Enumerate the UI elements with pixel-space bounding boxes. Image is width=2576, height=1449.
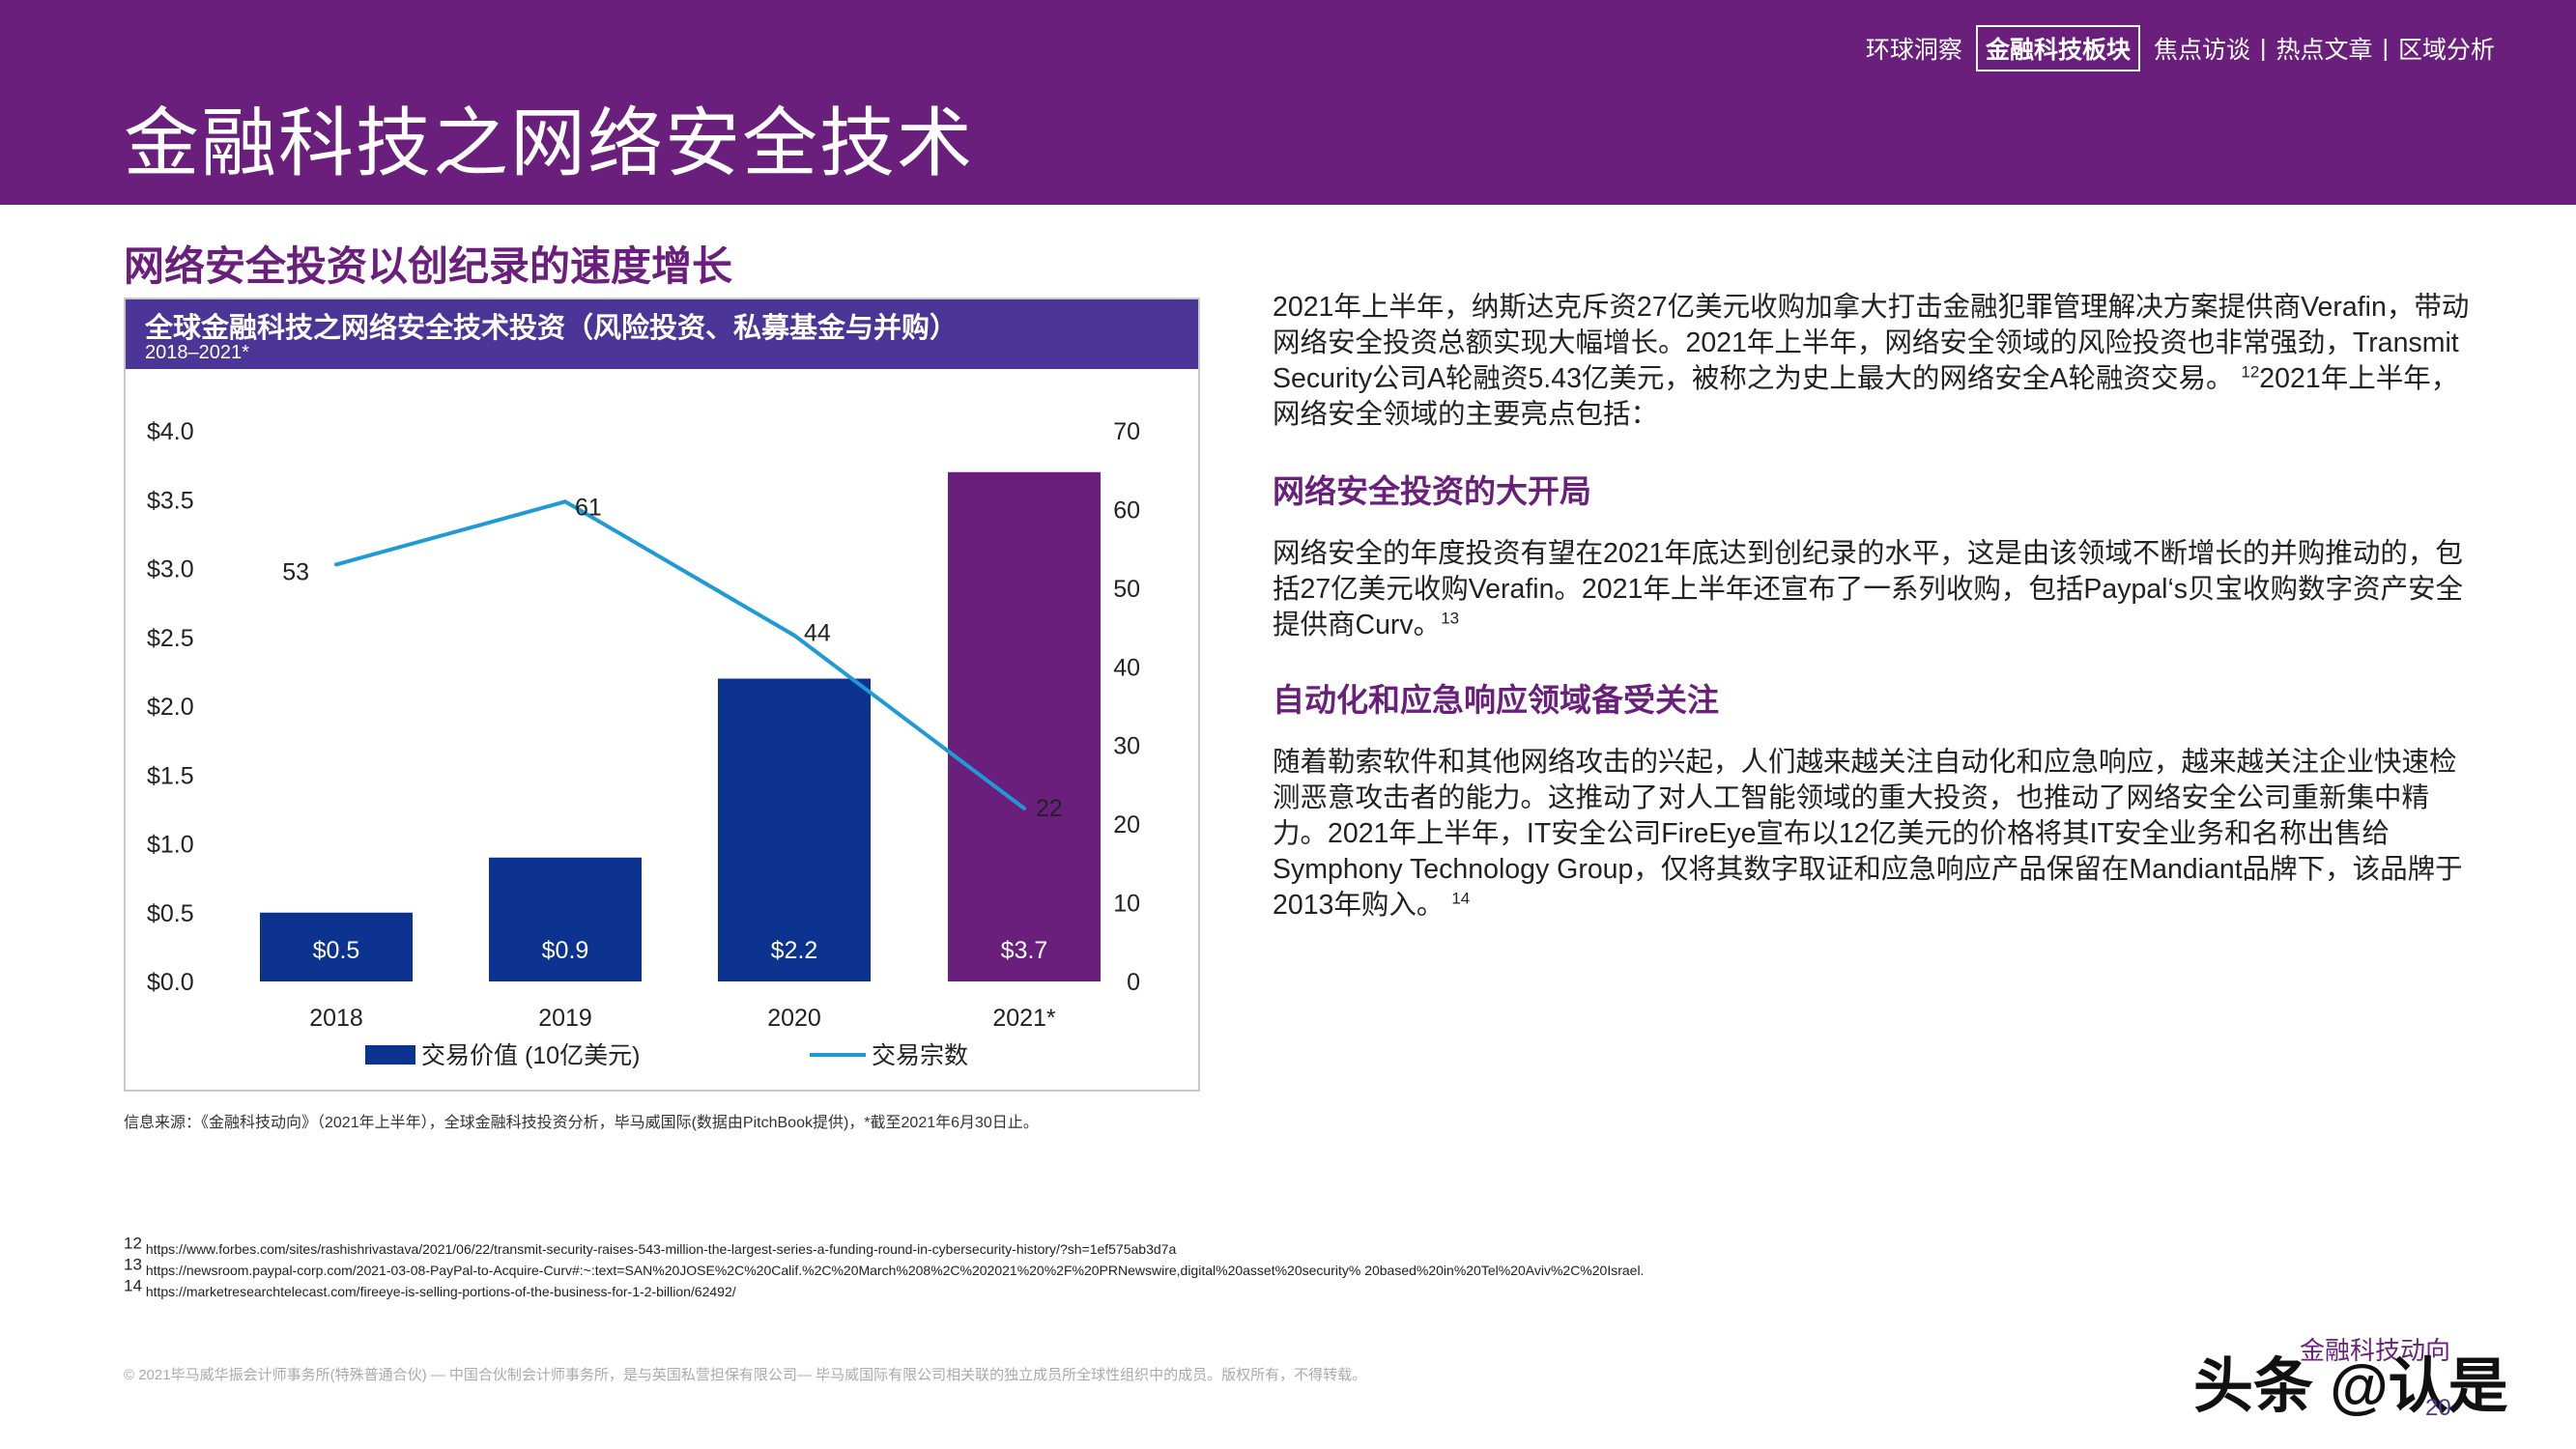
x-tick-label: 2019 <box>538 1005 592 1032</box>
nav-item-fintech-sector[interactable]: 金融科技板块 <box>1975 25 2140 71</box>
y-left-tick-label: $3.5 <box>147 487 194 514</box>
nav-item-regional-analysis[interactable]: 区域分析 <box>2397 37 2495 64</box>
line-point <box>792 633 796 638</box>
nav-separator: | <box>2382 34 2389 62</box>
y-left-tick-label: $4.0 <box>147 418 194 445</box>
watermark: 头条 @认是 <box>2193 1353 2508 1420</box>
nav-separator: | <box>2259 34 2267 62</box>
bar-data-label: $2.2 <box>771 937 818 964</box>
footnote-ref-12: 12 <box>2241 362 2260 382</box>
y-right-tick-label: 20 <box>1113 811 1140 838</box>
highlight-paragraph-1: 网络安全的年度投资有望在2021年底达到创纪录的水平，这是由该领域不断增长的并购… <box>1273 536 2471 643</box>
bar-data-label: $0.5 <box>313 937 360 964</box>
y-right-tick-label: 0 <box>1127 969 1140 996</box>
bar-2018 <box>260 912 413 981</box>
chart-subtitle: 2018–2021* <box>145 342 249 363</box>
line-data-label: 22 <box>1036 795 1063 822</box>
combo-chart: $0.0 $0.5 $1.0 $1.5 $2.0 $2.5 $3.0 $3.5 $4.0 0 10 2… <box>147 418 1140 1069</box>
bar-data-label: $3.7 <box>1001 937 1048 964</box>
highlight-heading-1: 网络安全投资的大开局 <box>1273 473 1591 509</box>
highlight-heading-2: 自动化和应急响应领域备受关注 <box>1273 682 1719 718</box>
line-data-label: 44 <box>804 620 831 647</box>
bar-2020 <box>718 678 871 981</box>
line-data-label: 61 <box>575 494 602 521</box>
copyright: © 2021毕马威华振会计师事务所(特殊普通合伙) — 中国合伙制会计师事务所，… <box>124 1367 1367 1383</box>
intro-text: 2021年上半年，纳斯达克斥资27亿美元收购加拿大打击金融犯罪管理解决方案提供商… <box>1273 292 2470 394</box>
x-tick-label: 2021* <box>992 1005 1056 1032</box>
y-right-tick-label: 10 <box>1113 891 1140 918</box>
y-left-tick-label: $3.0 <box>147 556 194 583</box>
bar-2019 <box>489 857 642 981</box>
y-left-tick-label: $1.0 <box>147 832 194 859</box>
line-deal-count <box>335 499 1026 810</box>
footnote-ref-13: 13 <box>1441 609 1460 628</box>
chart-panel: 全球金融科技之网络安全技术投资（风险投资、私募基金与并购） 2018–2021*… <box>124 298 1200 1092</box>
y-left-tick-label: $2.5 <box>147 625 194 652</box>
line-point <box>1022 806 1026 810</box>
footnote-14: 14 https://marketresearchtelecast.com/fi… <box>124 1276 736 1299</box>
footnote-12: 12 https://www.forbes.com/sites/rashishr… <box>124 1234 1177 1257</box>
highlight-text-1: 网络安全的年度投资有望在2021年底达到创纪录的水平，这是由该领域不断增长的并购… <box>1273 538 2464 640</box>
y-left-tick-label: $0.0 <box>147 969 194 996</box>
footnotes: 12 https://www.forbes.com/sites/rashishr… <box>124 1234 1645 1302</box>
line-point <box>563 499 567 504</box>
chart-title: 全球金融科技之网络安全技术投资（风险投资、私募基金与并购） <box>145 313 959 344</box>
legend-label-line: 交易宗数 <box>872 1042 968 1069</box>
legend-swatch-bar <box>365 1045 415 1065</box>
y-left-tick-label: $1.5 <box>147 762 194 789</box>
highlight-text-2: 随着勒索软件和其他网络攻击的兴起，人们越来越关注自动化和应急响应，越来越关注企业… <box>1273 747 2463 921</box>
legend-label-bar: 交易价值 (10亿美元) <box>421 1042 640 1069</box>
nav-item-interviews[interactable]: 焦点访谈 <box>2153 37 2250 64</box>
nav-item-global-insight[interactable]: 环球洞察 <box>1865 37 1962 64</box>
footnote-link[interactable]: https://www.forbes.com/sites/rashishriva… <box>145 1241 1177 1257</box>
page-title: 金融科技之网络安全技术 <box>124 100 975 185</box>
footnote-link[interactable]: https://marketresearchtelecast.com/firee… <box>145 1284 736 1299</box>
intro-text-2: 2021年上半年，网络安全领域的主要亮点包括： <box>1273 363 2459 430</box>
line-point <box>334 562 338 567</box>
x-tick-label: 2020 <box>767 1005 821 1032</box>
footnote-13: 13 https://newsroom.paypal-corp.com/2021… <box>124 1255 1645 1278</box>
section-title: 网络安全投资以创纪录的速度增长 <box>124 243 733 289</box>
chart-source: 信息来源：《金融科技动向》（2021年上半年），全球金融科技投资分析，毕马威国际… <box>124 1115 1039 1131</box>
footnote-link[interactable]: https://newsroom.paypal-corp.com/2021-03… <box>145 1263 1645 1278</box>
y-right-tick-label: 40 <box>1113 654 1140 681</box>
page-number: 20 <box>2425 1395 2451 1421</box>
chart-header: 全球金融科技之网络安全技术投资（风险投资、私募基金与并购） 2018–2021* <box>126 299 1198 369</box>
y-right-tick-label: 60 <box>1113 497 1140 524</box>
intro-paragraph: 2021年上半年，纳斯达克斥资27亿美元收购加拿大打击金融犯罪管理解决方案提供商… <box>1273 290 2471 433</box>
y-left-tick-label: $2.0 <box>147 694 194 721</box>
highlight-paragraph-2: 随着勒索软件和其他网络攻击的兴起，人们越来越关注自动化和应急响应，越来越关注企业… <box>1273 745 2471 923</box>
y-right-tick-label: 30 <box>1113 733 1140 760</box>
y-left-tick-label: $0.5 <box>147 900 194 927</box>
bar-data-label: $0.9 <box>542 937 589 964</box>
bar-2021* <box>948 471 1101 981</box>
line-data-label: 53 <box>282 558 309 585</box>
y-right-tick-label: 70 <box>1113 418 1140 445</box>
nav-item-hot-articles[interactable]: 热点文章 <box>2275 37 2373 64</box>
y-right-tick-label: 50 <box>1113 576 1140 603</box>
watermark-small: 金融科技动向 <box>2300 1336 2451 1365</box>
top-nav: 环球洞察 金融科技板块 焦点访谈 | 热点文章 | 区域分析 <box>1860 25 2501 71</box>
footnote-ref-14: 14 <box>1451 889 1471 908</box>
x-tick-label: 2018 <box>309 1005 363 1032</box>
header-banner: 环球洞察 金融科技板块 焦点访谈 | 热点文章 | 区域分析 金融科技之网络安全… <box>0 0 2576 205</box>
